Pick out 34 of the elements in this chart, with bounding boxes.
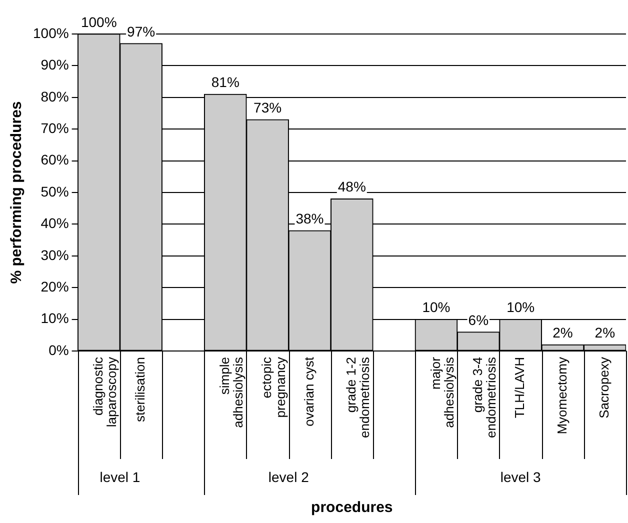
- y-tick-label: 10%: [40, 310, 69, 326]
- data-label: 6%: [468, 312, 489, 328]
- y-tick-label: 20%: [40, 278, 69, 294]
- data-label: 48%: [338, 178, 366, 195]
- y-tick-label: 70%: [40, 120, 69, 136]
- data-label: 100%: [80, 14, 117, 30]
- text: level 1: [100, 468, 140, 485]
- data-label: 73%: [254, 99, 282, 116]
- x-tick-label: Sacropexy: [596, 356, 612, 418]
- data-label: 2%: [594, 324, 616, 341]
- y-tick-label: 100%: [32, 24, 69, 41]
- data-label: 81%: [211, 74, 240, 90]
- data-label: 38%: [296, 210, 324, 226]
- x-tick-label: Myomectomy: [554, 356, 570, 434]
- y-tick-label: 90%: [40, 56, 69, 73]
- y-tick-label: 50%: [40, 183, 69, 200]
- y-tick-label: 80%: [40, 88, 69, 104]
- data-label: 10%: [422, 299, 450, 316]
- data-label: 97%: [127, 23, 156, 40]
- y-tick-label: 40%: [40, 215, 69, 232]
- data-label: 10%: [506, 299, 535, 316]
- x-tick-label: simple adhesiolysis: [216, 356, 246, 428]
- y-tick-label: 30%: [40, 246, 69, 263]
- x-tick-label: ovarian cyst: [301, 356, 316, 426]
- x-tick-label: TLH/LAVH: [512, 357, 528, 418]
- data-label: 2%: [552, 324, 573, 341]
- y-tick-label: 0%: [48, 342, 69, 358]
- text: level 3: [500, 468, 542, 485]
- y-axis-title: % performing procedures: [8, 101, 26, 284]
- y-tick-label: 60%: [40, 152, 69, 168]
- x-axis-title: procedures: [311, 499, 393, 516]
- text: level 2: [268, 468, 310, 485]
- x-tick-label: diagnostic laparoscopy: [90, 356, 120, 428]
- x-tick-label: sterilisation: [132, 357, 148, 422]
